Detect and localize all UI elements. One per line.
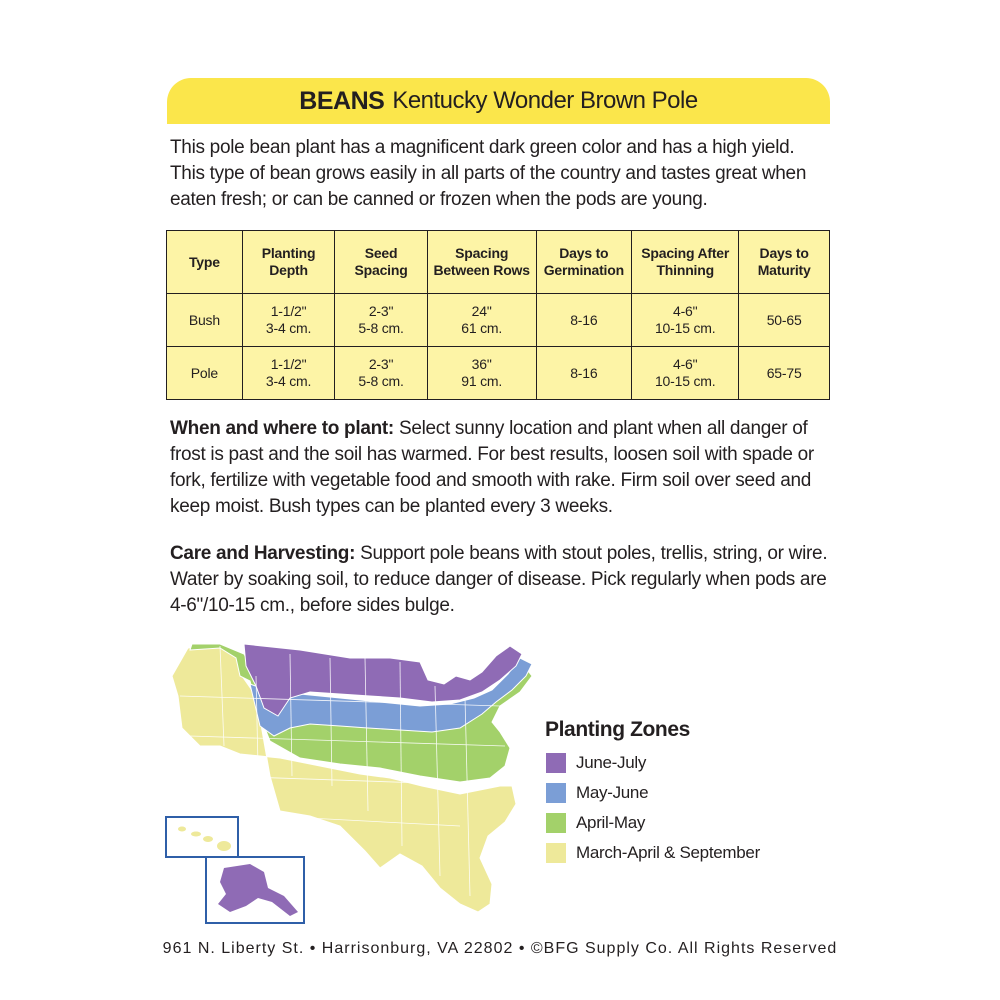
cell-line: 10-15 cm. — [654, 373, 716, 389]
cell-line: Depth — [269, 262, 308, 278]
cell-line: 3-4 cm. — [265, 320, 312, 336]
cell-line: 1-1/2" — [270, 356, 307, 372]
cell-line: 24" — [471, 303, 492, 319]
cell-line: 4-6" — [673, 356, 698, 372]
legend-item: March-April & September — [546, 838, 760, 868]
header-planting-depth: Planting Depth — [241, 230, 336, 294]
cell-line: 10-15 cm. — [654, 320, 716, 336]
cell-line: 3-4 cm. — [265, 373, 312, 389]
cell-line: Spacing — [354, 262, 408, 278]
cell-line: 8-16 — [570, 311, 598, 328]
cell-days-to-maturity: 50-65 — [738, 293, 830, 347]
header-spacing-after-thinning: Spacing After Thinning — [631, 230, 740, 294]
state-borders — [179, 645, 511, 897]
cell-type: Bush — [166, 293, 243, 347]
cell-seed-spacing: 2-3" 5-8 cm. — [334, 293, 428, 347]
legend-item: June-July — [546, 748, 760, 778]
cell-line: 65-75 — [766, 364, 802, 381]
planting-table: Type Planting Depth Seed Spacing Spacing Be… — [166, 230, 830, 400]
cell-line: 61 cm. — [461, 320, 503, 336]
cell-line: 2-3" — [368, 356, 394, 372]
cell-planting-depth: 1-1/2" 3-4 cm. — [241, 346, 336, 400]
cell-line: Days to — [559, 245, 609, 261]
cell-line: Days to — [759, 245, 809, 261]
cell-days-to-germination: 8-16 — [535, 293, 633, 347]
title-banner: BEANS Kentucky Wonder Brown Pole — [167, 78, 830, 124]
care-body: Support pole beans with stout poles, tre… — [170, 543, 828, 616]
when-where-section: When and where to plant: Select sunny lo… — [170, 416, 830, 520]
planting-zone-map — [165, 643, 533, 924]
cell-line: Thinning — [656, 262, 714, 278]
care-section: Care and Harvesting: Support pole beans … — [170, 541, 830, 619]
cell-days-to-germination: 8-16 — [535, 346, 633, 400]
cell-spacing-after-thinning: 4-6" 10-15 cm. — [631, 346, 740, 400]
cell-line: 4-6" — [673, 303, 698, 319]
cell-line: Bush — [188, 311, 220, 328]
cell-line: Germination — [543, 262, 624, 278]
legend-label: April-May — [576, 813, 646, 832]
cell-planting-depth: 1-1/2" 3-4 cm. — [241, 293, 336, 347]
hawaii-inset — [165, 816, 239, 858]
hawaii-islands — [178, 826, 231, 851]
legend-title: Planting Zones — [545, 718, 690, 741]
cell-line: 5-8 cm. — [358, 373, 404, 389]
legend-label: June-July — [576, 753, 647, 772]
legend-label: May-June — [576, 783, 649, 802]
header-days-to-germination: Days to Germination — [535, 230, 633, 294]
cell-line: 2-3" — [368, 303, 394, 319]
table-header-row: Type Planting Depth Seed Spacing Spacing Be… — [166, 230, 830, 294]
cell-line: 8-16 — [570, 364, 598, 381]
cell-seed-spacing: 2-3" 5-8 cm. — [334, 346, 428, 400]
cell-line: Planting — [261, 245, 316, 261]
cell-line: Maturity — [757, 262, 811, 278]
cell-line: 50-65 — [766, 311, 802, 328]
cell-line: Type — [188, 253, 220, 270]
cell-line: Seed — [364, 245, 398, 261]
planting-zones-legend: Planting Zones June-July May-June April-… — [545, 718, 760, 868]
table-row: Pole 1-1/2" 3-4 cm. 2-3" 5-8 cm. 36" 91 cm.… — [166, 346, 830, 400]
cell-type: Pole — [166, 346, 243, 400]
when-where-heading: When and where to plant: — [170, 418, 394, 439]
legend-swatch — [546, 813, 566, 833]
zone-june-july-area — [243, 643, 523, 717]
cell-line: 91 cm. — [461, 373, 503, 389]
cell-line: 1-1/2" — [270, 303, 307, 319]
legend-swatch — [546, 843, 566, 863]
cell-days-to-maturity: 65-75 — [738, 346, 830, 400]
table-row: Bush 1-1/2" 3-4 cm. 2-3" 5-8 cm. 24" 61 cm.… — [166, 293, 830, 347]
cell-spacing-after-thinning: 4-6" 10-15 cm. — [631, 293, 740, 347]
cell-line: 36" — [471, 356, 492, 372]
care-heading: Care and Harvesting: — [170, 543, 356, 564]
cell-line: Spacing After — [641, 245, 730, 261]
crop-name: BEANS — [299, 86, 385, 115]
footer-address: 961 N. Liberty St. • Harrisonburg, VA 22… — [162, 940, 838, 957]
header-spacing-between-rows: Spacing Between Rows — [426, 230, 537, 294]
intro-paragraph: This pole bean plant has a magnificent d… — [170, 137, 807, 210]
when-where-body: Select sunny location and plant when all… — [170, 418, 814, 517]
cell-line: 5-8 cm. — [358, 320, 404, 336]
cell-spacing-between-rows: 24" 61 cm. — [426, 293, 537, 347]
legend-swatch — [546, 753, 566, 773]
variety-name: Kentucky Wonder Brown Pole — [392, 87, 698, 114]
legend-item: May-June — [546, 778, 760, 808]
cell-line: Between Rows — [433, 262, 530, 278]
alaska-shape — [218, 864, 298, 916]
legend-item: April-May — [546, 808, 760, 838]
cell-spacing-between-rows: 36" 91 cm. — [426, 346, 537, 400]
cell-line: Spacing — [455, 245, 509, 261]
legend-swatch — [546, 783, 566, 803]
legend-label: March-April & September — [576, 843, 760, 862]
header-days-to-maturity: Days to Maturity — [738, 230, 830, 294]
cell-line: Pole — [190, 364, 218, 381]
header-type: Type — [166, 230, 243, 294]
header-seed-spacing: Seed Spacing — [334, 230, 428, 294]
